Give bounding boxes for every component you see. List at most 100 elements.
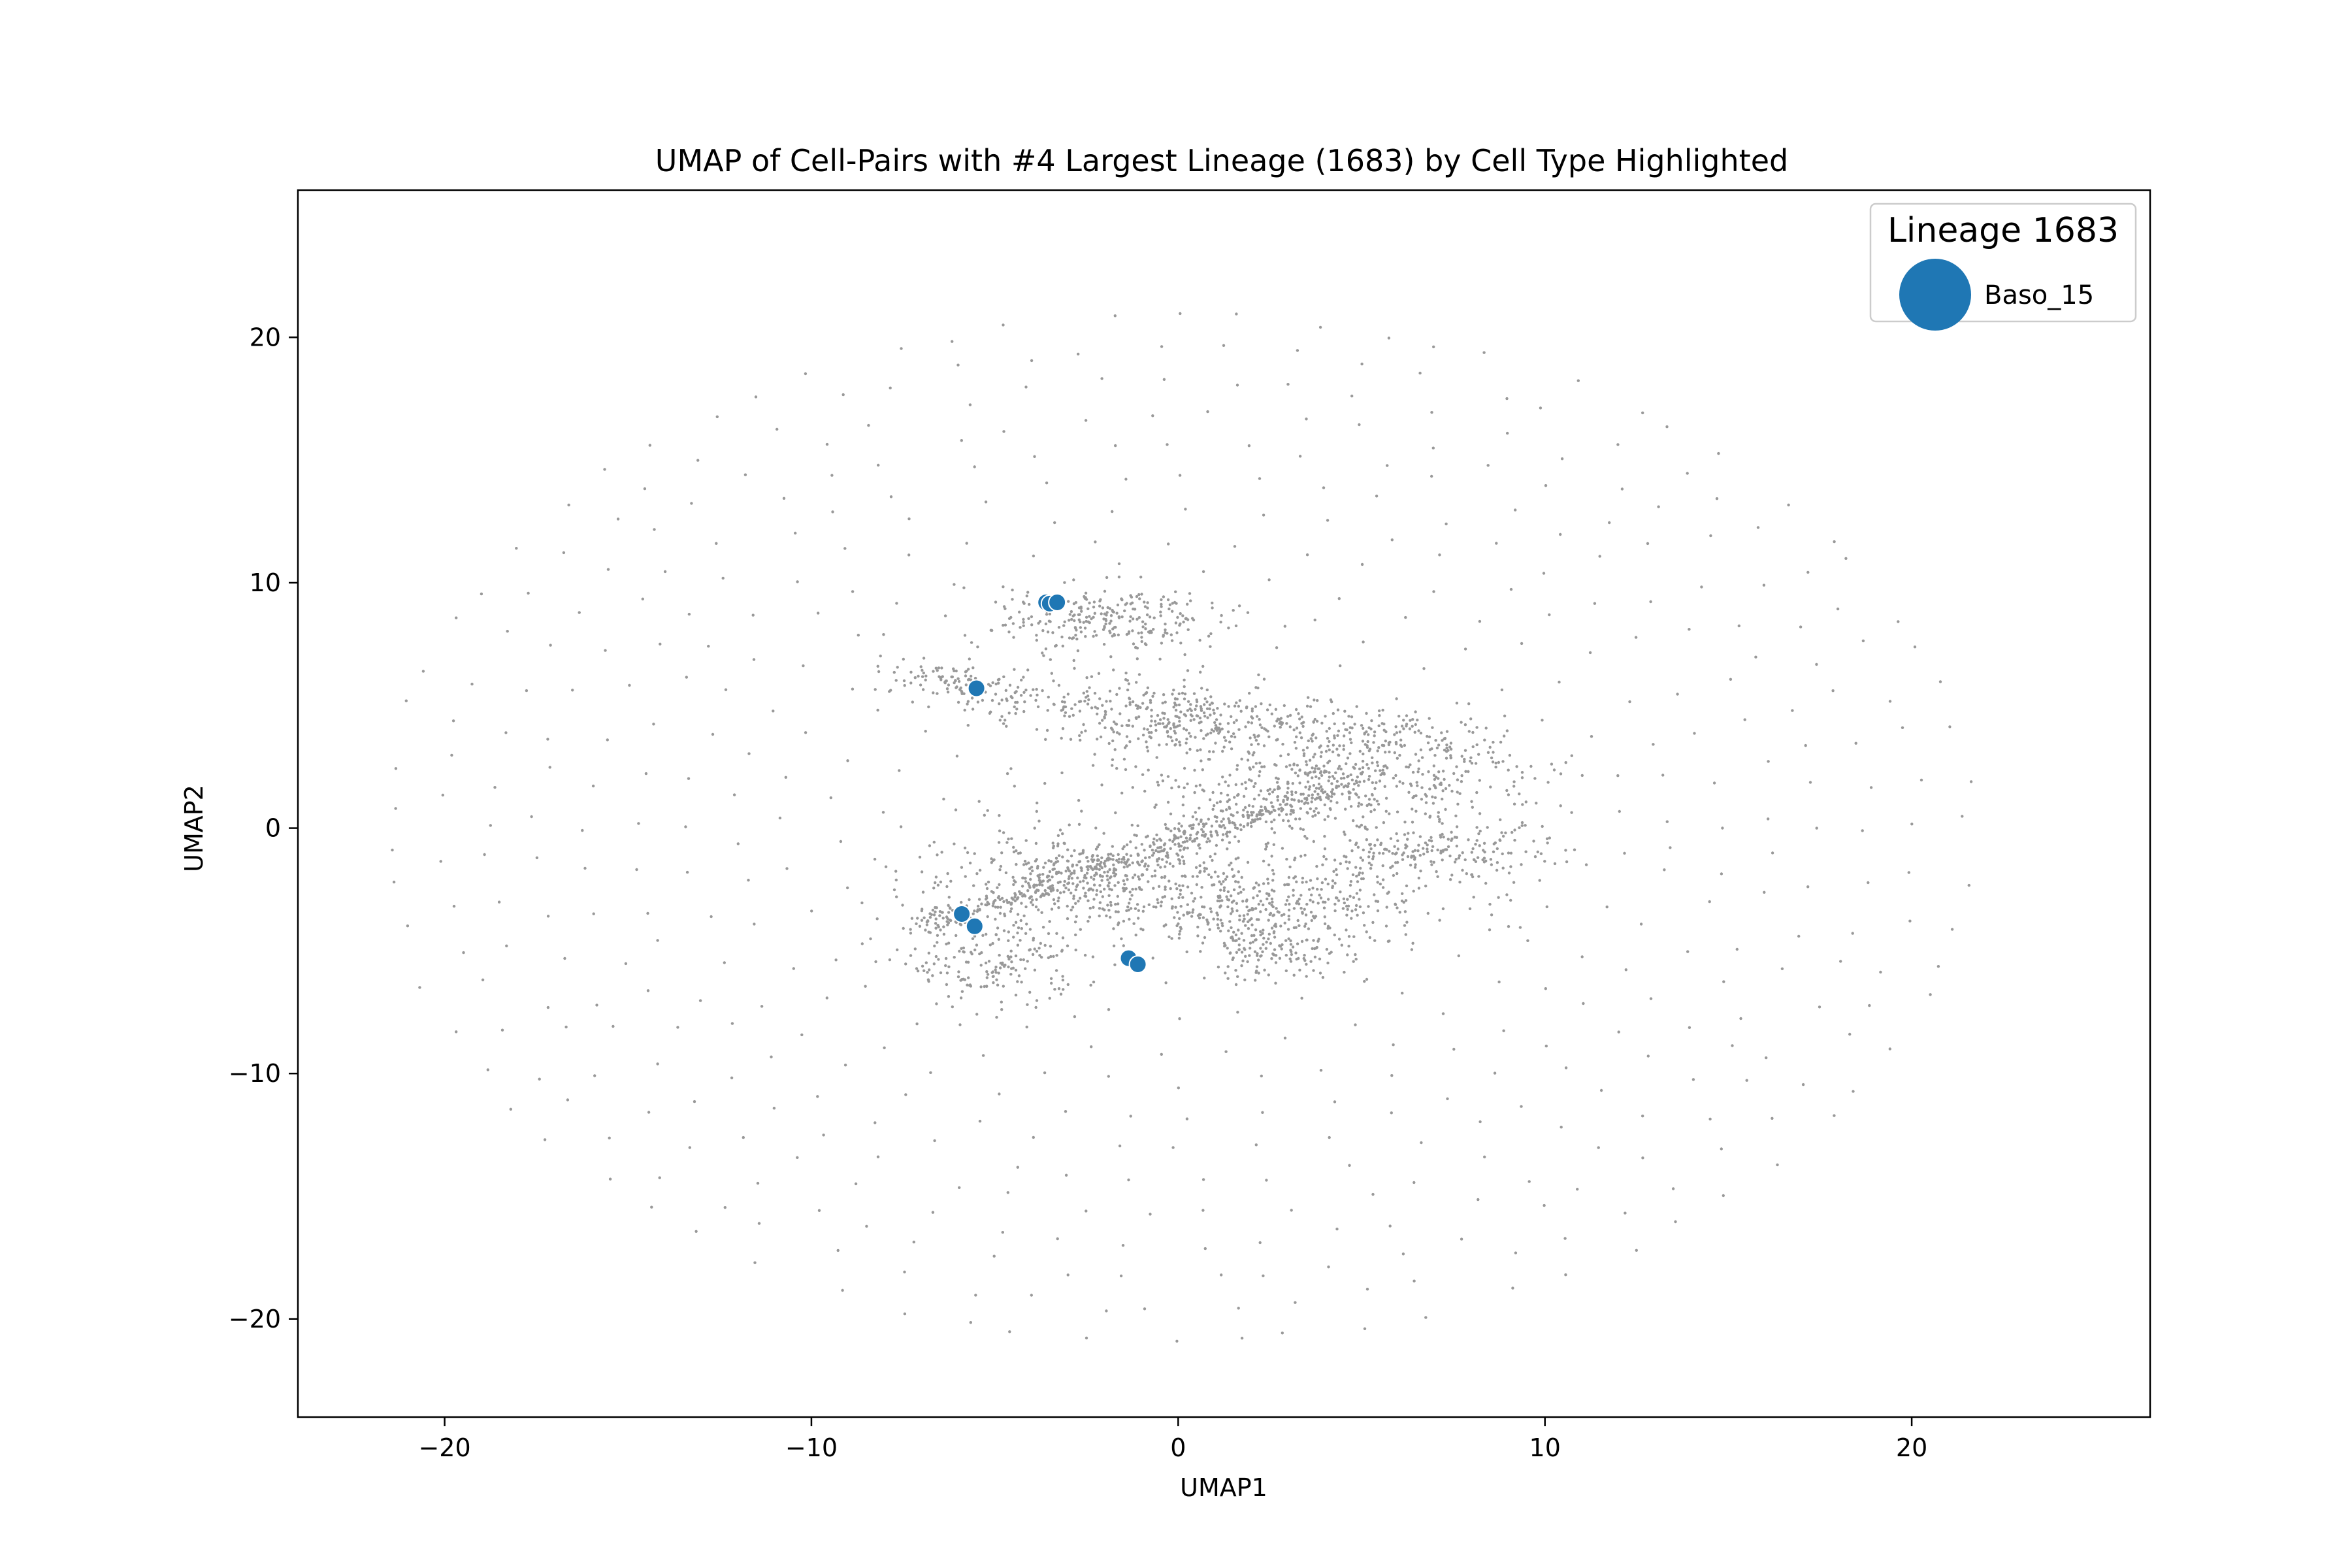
background-point [964, 875, 967, 878]
background-point [994, 933, 998, 937]
background-point [1175, 852, 1179, 856]
background-point [1226, 730, 1230, 734]
background-point [998, 678, 1001, 681]
background-point [1367, 726, 1371, 730]
background-point [1546, 841, 1549, 845]
background-point [1375, 800, 1379, 803]
background-point [1240, 951, 1244, 954]
background-point [1145, 643, 1148, 647]
background-point [1584, 863, 1588, 866]
background-point [1501, 760, 1505, 763]
background-point [1109, 700, 1112, 703]
background-point [1041, 629, 1045, 632]
background-point [1307, 927, 1311, 930]
background-point [1328, 727, 1331, 730]
background-point [1066, 859, 1070, 863]
background-point [1109, 655, 1113, 659]
background-point [1488, 928, 1492, 932]
background-point [1435, 870, 1438, 874]
background-point [1448, 878, 1452, 881]
background-point [1022, 617, 1025, 621]
background-point [1106, 870, 1109, 874]
background-point [1143, 600, 1146, 604]
background-point [1346, 867, 1349, 870]
background-point [1047, 859, 1051, 862]
background-point [973, 948, 977, 952]
background-point [970, 696, 974, 700]
background-point [1198, 783, 1202, 787]
background-point [1350, 741, 1353, 745]
background-point [1445, 522, 1448, 526]
background-point [1349, 880, 1353, 883]
background-point [938, 675, 941, 678]
background-point [1314, 813, 1317, 817]
background-point [1183, 693, 1187, 696]
background-point [1448, 745, 1452, 749]
background-point [1475, 726, 1478, 729]
background-point [929, 1071, 932, 1075]
background-point [1068, 875, 1071, 878]
background-point [1203, 866, 1207, 870]
background-point [1220, 613, 1223, 617]
background-point [1433, 796, 1437, 800]
background-point [1107, 853, 1110, 857]
background-point [1426, 850, 1429, 854]
background-point [1241, 959, 1245, 962]
background-point [1195, 836, 1199, 840]
background-point [1264, 820, 1268, 824]
background-point [1022, 710, 1026, 713]
background-point [1369, 867, 1373, 870]
background-point [1444, 787, 1448, 791]
background-point [1343, 776, 1346, 780]
background-point [1257, 793, 1261, 797]
background-point [1160, 642, 1164, 645]
background-point [843, 1064, 847, 1067]
background-point [1307, 739, 1311, 743]
background-point [1189, 834, 1192, 837]
background-point [1131, 861, 1134, 864]
y-tick-label: 20 [250, 323, 281, 351]
background-point [1635, 1249, 1638, 1252]
background-point [1030, 359, 1034, 363]
background-point [1116, 894, 1120, 898]
background-point [1143, 849, 1146, 852]
background-point [736, 842, 740, 845]
background-point [1017, 974, 1021, 977]
background-point [1128, 863, 1132, 867]
background-point [1280, 947, 1283, 951]
background-point [1405, 884, 1409, 888]
background-point [1580, 955, 1584, 958]
background-point [1156, 901, 1160, 905]
background-point [1722, 1194, 1725, 1198]
background-point [938, 914, 941, 917]
background-point [909, 681, 913, 685]
background-point [884, 865, 888, 868]
background-point [1319, 1069, 1323, 1072]
background-point [1342, 747, 1345, 751]
background-point [1156, 898, 1159, 902]
background-point [1313, 767, 1317, 770]
background-point [1276, 738, 1279, 742]
background-point [1035, 638, 1039, 642]
background-point [994, 682, 998, 686]
background-point [1012, 850, 1016, 854]
background-point [1036, 705, 1040, 709]
background-point [921, 964, 924, 968]
background-point [1260, 1074, 1264, 1078]
background-point [1124, 874, 1128, 877]
background-point [994, 966, 998, 969]
background-point [1646, 542, 1650, 546]
background-point [455, 1030, 458, 1034]
background-point [963, 708, 966, 712]
background-point [583, 866, 587, 870]
background-point [1116, 603, 1120, 607]
background-point [1776, 1163, 1779, 1167]
background-point [1209, 910, 1213, 913]
background-point [1420, 756, 1424, 759]
background-point [1274, 708, 1278, 711]
background-point [1254, 705, 1258, 708]
background-point [996, 886, 999, 889]
background-point [1326, 792, 1329, 796]
background-point [1507, 793, 1511, 796]
background-point [913, 676, 917, 679]
